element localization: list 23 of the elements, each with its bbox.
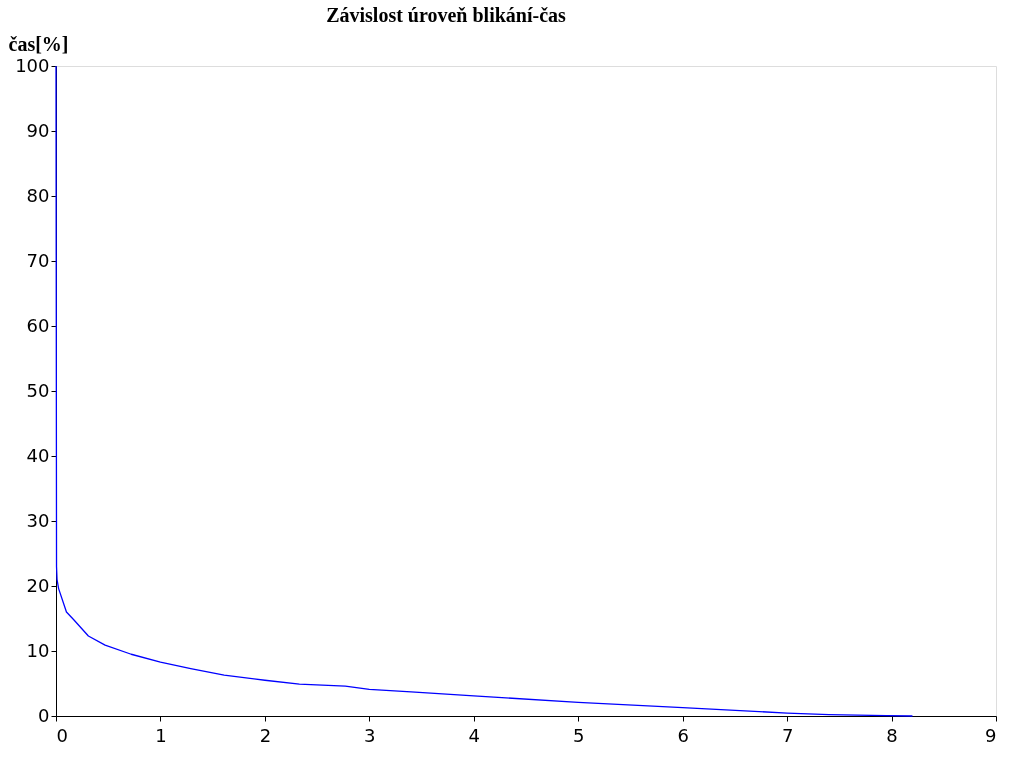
x-tick-label: 6 xyxy=(677,724,689,746)
chart-title: Závislost úroveň blikání-čas xyxy=(326,4,567,26)
y-axis-title: čas[%] xyxy=(8,32,69,55)
x-tick-label: 7 xyxy=(781,724,794,746)
y-tick-label: 10 xyxy=(26,639,50,661)
y-tick-label: 90 xyxy=(26,119,50,141)
y-tick-label: 40 xyxy=(26,444,50,466)
x-tick-label: 0 xyxy=(56,724,68,746)
x-tick-label: 2 xyxy=(259,724,272,746)
y-tick-label: 100 xyxy=(15,54,50,76)
x-tick-label: 8 xyxy=(886,724,898,746)
y-tick-label: 60 xyxy=(26,314,50,336)
x-tick-label: 4 xyxy=(468,724,480,746)
x-tick-label: 3 xyxy=(364,724,376,746)
y-tick-label: 50 xyxy=(26,379,50,401)
y-tick-label: 20 xyxy=(26,574,50,596)
y-tick-label: 80 xyxy=(26,184,50,206)
x-tick-label: 1 xyxy=(155,724,167,746)
y-tick-label: 70 xyxy=(26,249,50,271)
y-tick-label: 30 xyxy=(26,509,50,531)
y-tick-label: 0 xyxy=(38,704,50,726)
x-tick-label: 5 xyxy=(573,724,585,746)
x-tick-label: 9 xyxy=(985,724,997,746)
